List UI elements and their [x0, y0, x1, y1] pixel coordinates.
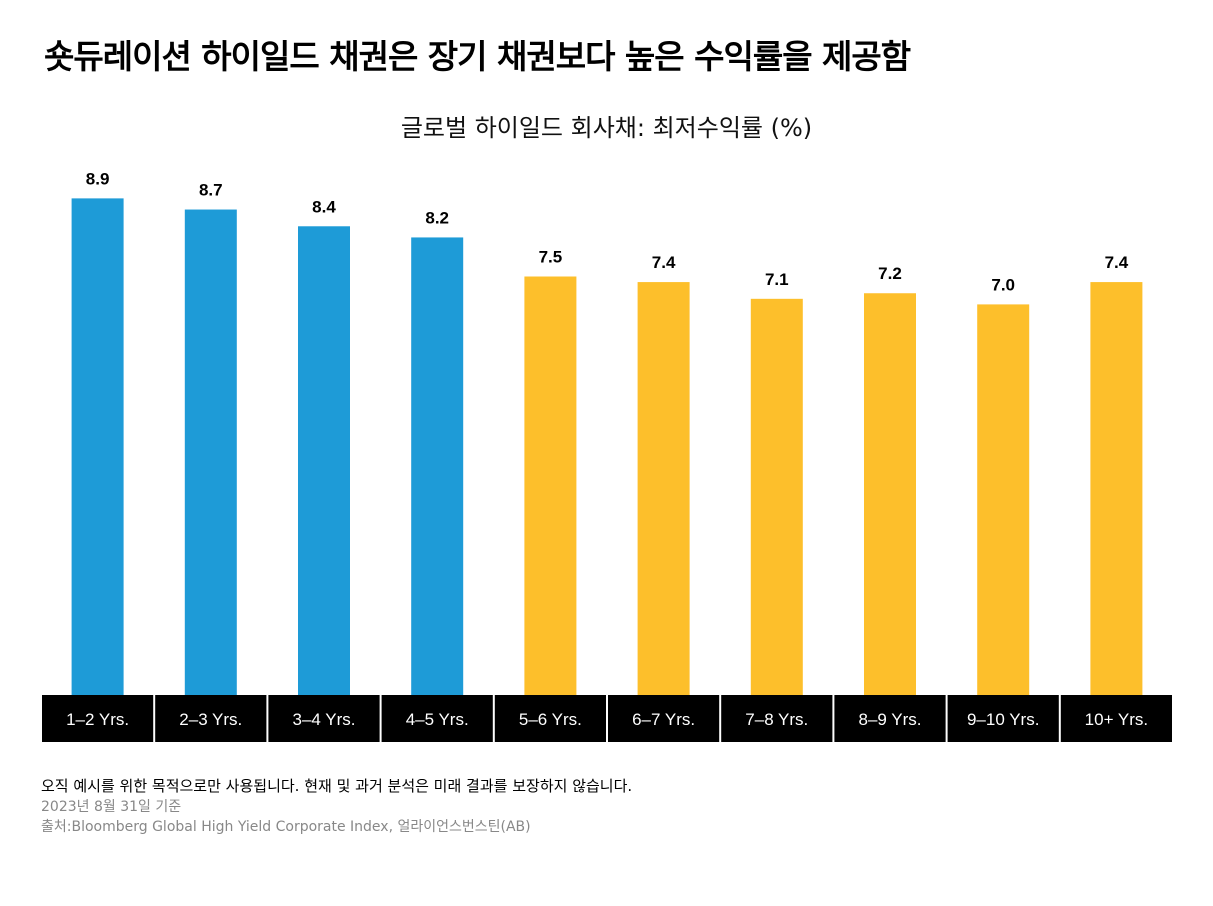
bar	[637, 282, 690, 695]
category-cell	[42, 695, 154, 742]
bar	[524, 276, 577, 695]
as-of-date: 2023년 8월 31일 기준	[41, 799, 182, 815]
category-cell	[494, 695, 606, 742]
category-cell	[381, 695, 493, 742]
category-cell	[834, 695, 946, 742]
category-label: 9–10 Yrs.	[967, 710, 1039, 729]
category-label: 8–9 Yrs.	[858, 710, 921, 729]
category-label: 6–7 Yrs.	[632, 710, 695, 729]
bar	[71, 198, 124, 695]
bar	[1090, 282, 1143, 695]
data-label: 7.4	[652, 253, 676, 272]
data-label: 7.0	[991, 275, 1015, 294]
bar	[411, 237, 464, 695]
category-cell	[947, 695, 1059, 742]
data-label: 8.4	[312, 197, 336, 216]
bar	[298, 226, 350, 695]
page-title: 숏듀레이션 하이일드 채권은 장기 채권보다 높은 수익률을 제공함	[44, 37, 911, 76]
bar	[750, 298, 803, 695]
category-label: 2–3 Yrs.	[179, 710, 242, 729]
data-label: 7.1	[765, 270, 789, 289]
category-label: 10+ Yrs.	[1085, 710, 1148, 729]
bar	[184, 209, 237, 696]
category-label: 3–4 Yrs.	[292, 710, 355, 729]
category-cell	[155, 695, 267, 742]
category-label: 1–2 Yrs.	[66, 710, 129, 729]
category-cell	[721, 695, 833, 742]
category-label: 5–6 Yrs.	[519, 710, 582, 729]
data-label: 7.4	[1105, 253, 1129, 272]
category-label: 4–5 Yrs.	[406, 710, 469, 729]
bar-chart: 8.9 1–2 Yrs. 8.7 2–3 Yrs. 8.4 3–4 Yrs. 8.2 4–5 …	[42, 169, 1172, 742]
chart-title: 글로벌 하이일드 회사채: 최저수익률 (%)	[400, 114, 813, 142]
category-label: 7–8 Yrs.	[745, 710, 808, 729]
bar	[864, 293, 916, 695]
disclaimer: 오직 예시를 위한 목적으로만 사용됩니다. 현재 및 과거 분석은 미래 결과…	[41, 777, 633, 795]
category-cell	[268, 695, 380, 742]
category-cell	[608, 695, 720, 742]
bar	[977, 304, 1030, 695]
data-label: 8.7	[199, 181, 223, 200]
data-label: 7.5	[539, 248, 563, 267]
category-cell	[1060, 695, 1172, 742]
data-label: 8.2	[425, 208, 449, 227]
data-label: 8.9	[86, 169, 110, 188]
source-note: 출처:Bloomberg Global High Yield Corporate…	[41, 819, 531, 835]
data-label: 7.2	[878, 264, 902, 283]
